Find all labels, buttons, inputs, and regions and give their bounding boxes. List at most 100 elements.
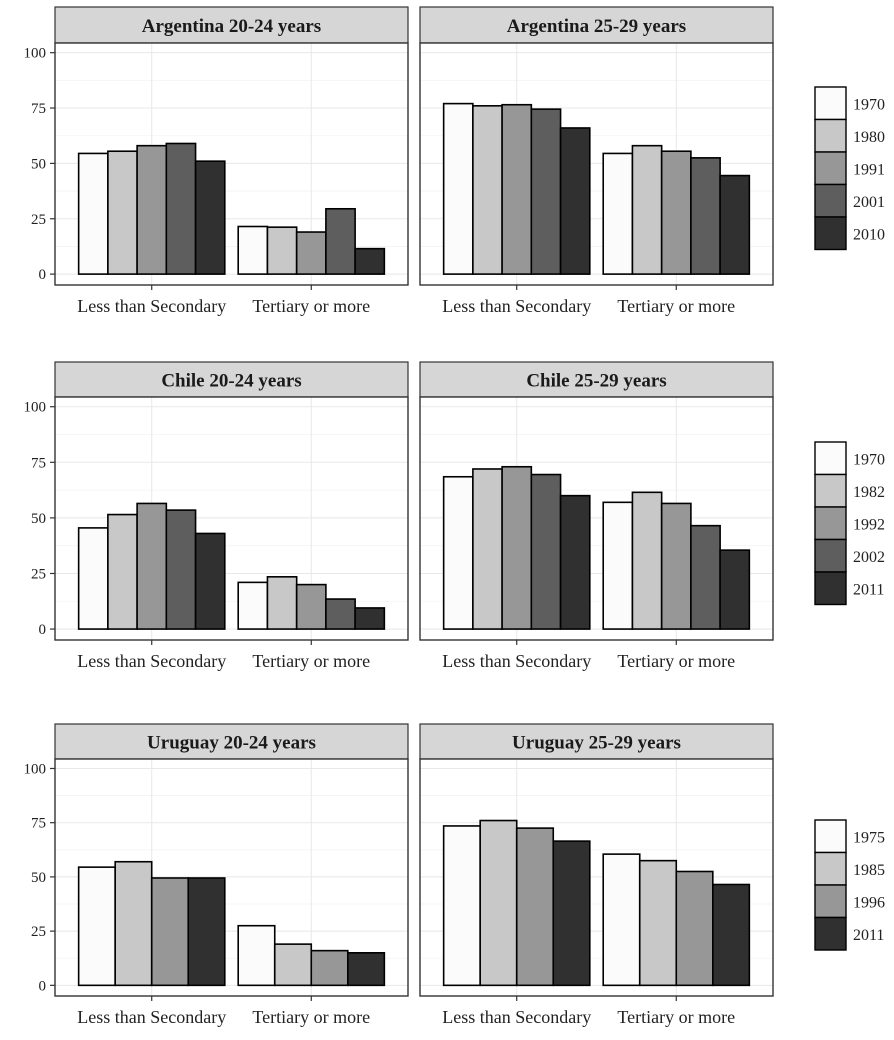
bar [602, 501, 634, 630]
panel-uruguay-25-29-years: Uruguay 25-29 years Less than Secondary Te… [419, 723, 774, 1027]
panel-argentina-20-24-years: Argentina 20-24 years 0 25 50 75 100 Less than… [24, 6, 409, 316]
bar [347, 952, 386, 987]
x-category-label: Tertiary or more [252, 651, 370, 671]
panel-border [419, 396, 774, 641]
x-category-label: Tertiary or more [617, 1007, 735, 1027]
panel-chile-20-24-years: Chile 20-24 years 0 25 50 75 100 Less than Sec… [24, 361, 409, 671]
bar [295, 583, 327, 630]
bar [501, 103, 533, 275]
bar [631, 144, 663, 275]
legend-swatch [814, 916, 847, 951]
bar [107, 150, 138, 275]
bar [165, 142, 197, 275]
legend-swatch [814, 884, 847, 919]
legend-label: 1992 [853, 516, 885, 533]
bar [479, 819, 518, 987]
facet-strip [54, 723, 409, 760]
bar [237, 581, 269, 630]
y-tick-label: 50 [31, 870, 46, 886]
bar [325, 598, 356, 630]
legend-label: 2011 [853, 927, 884, 944]
bar [165, 509, 197, 630]
bar [675, 870, 714, 987]
x-category-label: Less than Secondary [442, 296, 591, 316]
bar [530, 473, 562, 630]
legend-label: 1985 [853, 862, 885, 879]
bar [273, 943, 313, 987]
x-category-label: Less than Secondary [77, 1007, 226, 1027]
bar [690, 524, 721, 630]
bar [690, 157, 721, 275]
bar [325, 207, 356, 275]
legend-swatch [814, 819, 847, 854]
bar [150, 877, 190, 987]
panel-border [54, 396, 409, 641]
x-category-label: Tertiary or more [617, 651, 735, 671]
bar [194, 532, 226, 630]
bar [638, 859, 678, 987]
legend-label: 1980 [853, 129, 885, 146]
facet-title: Argentina 20-24 years [142, 16, 321, 37]
legend-swatch [814, 571, 847, 606]
y-tick-label: 25 [31, 924, 46, 940]
bar [295, 231, 327, 275]
x-category-label: Tertiary or more [252, 1007, 370, 1027]
legend-label: 1970 [853, 451, 885, 468]
bar [559, 494, 591, 630]
bar [310, 949, 349, 987]
bar [719, 174, 751, 275]
bar [472, 468, 503, 630]
legend-label: 1996 [853, 894, 885, 911]
y-tick-label: 25 [31, 212, 46, 228]
bar [442, 475, 474, 630]
bar [530, 108, 562, 275]
bar [602, 853, 641, 987]
legend-label: 1991 [853, 161, 885, 178]
legend-label: 2001 [853, 194, 885, 211]
legend-2: 1970 1982 1992 2002 2011 [814, 441, 885, 606]
y-tick-label: 0 [39, 267, 47, 283]
panel-chile-25-29-years: Chile 25-29 years Less than Secondary Tert… [419, 361, 774, 671]
panel-border [419, 42, 774, 286]
legend-swatch [814, 183, 847, 218]
bar [354, 607, 386, 630]
legend-label: 1975 [853, 829, 885, 846]
bar [266, 576, 298, 630]
bar [559, 127, 591, 275]
bar [719, 549, 751, 630]
panel-border [419, 758, 774, 997]
legend-swatch [814, 851, 847, 886]
y-tick-label: 0 [39, 978, 47, 994]
bar [660, 502, 692, 630]
bar [136, 502, 168, 630]
bar [552, 840, 591, 987]
facet-title: Argentina 25-29 years [507, 16, 686, 37]
legend-swatch [814, 538, 847, 573]
bar [631, 491, 663, 630]
bar [501, 465, 533, 630]
legend-swatch [814, 118, 847, 153]
bar [107, 513, 138, 630]
y-tick-label: 75 [31, 101, 46, 117]
x-category-label: Less than Secondary [442, 1007, 591, 1027]
y-tick-label: 75 [31, 455, 46, 471]
y-tick-label: 100 [24, 761, 47, 777]
bar [354, 247, 386, 275]
x-category-label: Less than Secondary [77, 296, 226, 316]
facet-strip [54, 6, 409, 44]
legend-label: 2010 [853, 226, 885, 243]
x-category-label: Less than Secondary [442, 651, 591, 671]
bar [442, 825, 481, 987]
bar [194, 160, 226, 275]
y-tick-label: 100 [24, 46, 47, 62]
bar [712, 883, 751, 987]
bar [77, 152, 109, 275]
facet-strip [54, 361, 409, 398]
bar [114, 860, 153, 987]
x-category-label: Less than Secondary [77, 651, 226, 671]
bar [77, 527, 109, 630]
y-tick-label: 100 [24, 400, 47, 416]
panel-argentina-25-29-years: Argentina 25-29 years Less than Secondary… [419, 6, 774, 316]
bar [136, 144, 168, 275]
legend-1: 1970 1980 1991 2001 2010 [814, 86, 885, 251]
